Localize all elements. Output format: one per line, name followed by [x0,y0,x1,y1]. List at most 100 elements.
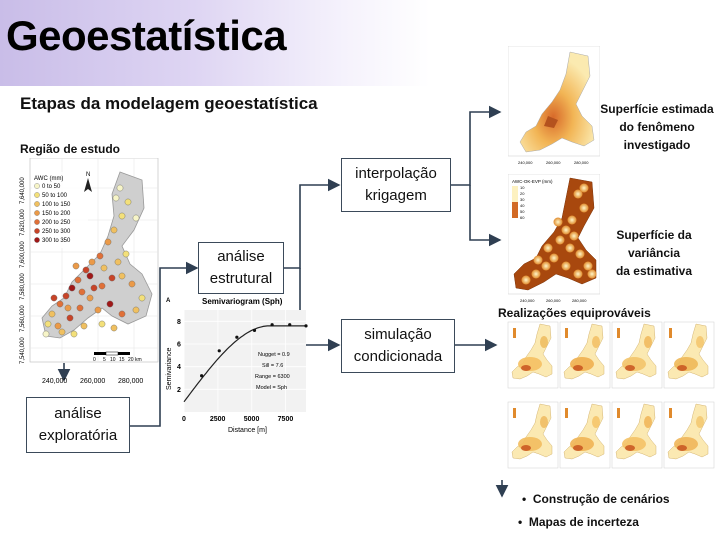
variance-label-line3: da estimativa [615,264,693,278]
sample-point [68,284,76,292]
estimate-xtick-1: 260,000 [546,160,561,165]
step-kriging-line2: krigagem [365,187,427,204]
arrow-exploratory-to-structural [130,261,199,427]
step-exploratory-line2: exploratória [38,427,118,444]
variogram-point [304,324,308,328]
estimate-label-line1: Superfície estimada [600,102,714,116]
variance-legend-title: AWC-OK-EVP (mm) [512,179,553,184]
variogram-plot-area [184,310,306,412]
map-ytick: 7,560,000 [20,305,26,332]
variance-label-line1: Superfície da [616,228,692,242]
map-ytick: 7,540,000 [20,337,26,364]
sample-point [94,306,102,314]
sample-point [132,306,140,314]
legend-item: 300 to 350 [42,238,71,244]
svg-text:10: 10 [110,357,116,363]
realization-map [663,321,715,389]
variance-xtick-2: 280,000 [572,298,587,303]
sample-point [86,272,94,280]
variogram-panel-letter: A [166,298,171,304]
semivariogram-chart: A Semivariogram (Sph) 0 2500 5000 7500 2 4 6 8… [166,297,308,434]
variogram-ytick: 8 [177,319,181,326]
variance-surface-label: Superfície da variância da estimativa [594,226,714,280]
sample-point [122,250,130,258]
realization-map [611,401,663,469]
bullet-uncertainty: • Mapas de incerteza [518,515,639,529]
estimate-label-line2: do fenômeno [619,120,695,134]
legend-item: 100 to 150 [42,202,71,208]
legend-swatch [34,219,40,225]
page-subtitle: Etapas da modelagem geoestatística [20,94,318,113]
variogram-xtick: 7500 [278,416,294,423]
sample-point [98,282,106,290]
sample-point [54,322,62,330]
variance-hotspot [555,235,565,245]
legend-box: AWC (mm) [32,172,88,248]
variance-legend-value: 20 [520,191,525,196]
variance-hotspot [533,255,543,265]
sample-point [42,330,50,338]
variance-hotspot [569,231,579,241]
study-region-label: Região de estudo [20,142,121,156]
variance-hotspot [521,275,531,285]
sample-point [112,194,120,202]
sample-point [138,294,146,302]
sample-point [78,288,86,296]
sample-point [88,258,96,266]
variance-hotspot [541,261,551,271]
sample-point [98,320,106,328]
step-kriging-interpolation[interactable]: interpolação krigagem [341,158,451,212]
legend-item: 200 to 250 [42,220,71,226]
sample-point [128,280,136,288]
map-xtick-0: 240,000 [42,378,67,385]
scale-bar: 0 5 10 15 20 km [93,351,142,363]
variogram-xtick: 0 [182,416,186,423]
variogram-point [217,349,221,353]
sample-point [96,252,104,260]
legend-item: 0 to 50 [42,184,61,190]
estimate-xtick-2: 280,000 [574,160,589,165]
variance-hotspot [549,253,559,263]
sample-point [50,294,58,302]
step-kriging-line1: interpolação [355,165,437,182]
variance-hotspot [561,225,571,235]
title-banner [0,0,430,86]
variance-legend-value: 10 [520,185,525,190]
variogram-param-model: Model = Sph [256,385,287,391]
sample-point [74,276,82,284]
arrow-interpolation-to-variance [469,185,502,247]
variogram-title: Semivariogram (Sph) [202,297,283,306]
step-exploratory-analysis[interactable]: análise exploratória [26,397,130,453]
variance-hotspot [587,269,597,279]
step-conditional-simulation[interactable]: simulação condicionada [341,319,455,373]
step-structural-line2: estrutural [209,270,273,287]
step-exploratory-line1: análise [54,405,102,422]
variance-xtick-0: 240,000 [520,298,535,303]
variance-hotspot [579,183,589,193]
realization-map [507,401,559,469]
realization-map [611,321,663,389]
sample-point [76,304,84,312]
north-arrow-icon: N [84,172,92,192]
variance-hotspot [567,215,577,225]
legend-title: AWC (mm) [34,176,63,182]
sample-point [70,330,78,338]
step-structural-analysis[interactable]: análise estrutural [198,242,284,294]
sample-point [114,258,122,266]
bullet-uncertainty-text: Mapas de incerteza [528,515,639,529]
sample-point [110,324,118,332]
svg-text:20 km: 20 km [128,357,142,363]
variogram-point [288,323,292,327]
variogram-param-range: Range = 6300 [255,374,290,380]
sample-point [132,214,140,222]
sample-point [118,212,126,220]
variance-hotspot [565,243,575,253]
svg-text:0: 0 [93,357,96,363]
legend-item: 50 to 100 [42,193,68,199]
sample-point [64,304,72,312]
sample-point [90,284,98,292]
study-region-map: AWC (mm) 0 to 50 50 to 100 100 to 150 150 t… [20,158,159,385]
svg-text:N: N [86,172,90,178]
realization-map [507,321,559,389]
